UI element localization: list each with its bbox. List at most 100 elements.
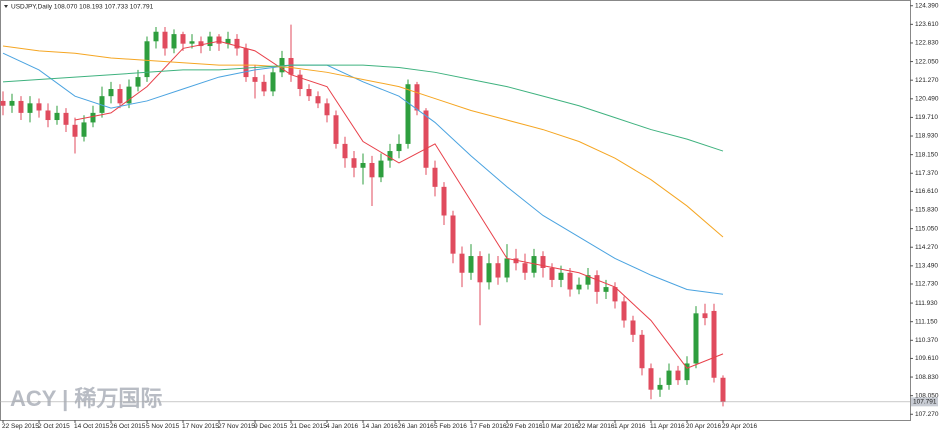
candle-body <box>135 77 141 87</box>
y-tick-label: 119.710 <box>915 114 938 121</box>
candle-body <box>468 256 474 273</box>
y-tick-label: 117.370 <box>915 170 938 177</box>
candle-body <box>198 41 204 47</box>
x-tick-label: 14 Oct 2015 <box>74 423 110 430</box>
candle-body <box>36 103 42 111</box>
candle-body <box>693 313 699 364</box>
candle-body <box>216 36 222 44</box>
candle-body <box>450 215 456 254</box>
y-tick-label: 120.490 <box>915 96 939 103</box>
y-tick-label: 111.930 <box>915 300 938 307</box>
candle-body <box>45 110 51 121</box>
candle-body <box>585 275 591 285</box>
x-tick-label: 4 Jan 2016 <box>326 423 359 430</box>
candle-body <box>333 115 339 144</box>
candle-body <box>675 370 681 381</box>
x-tick-label: 11 Apr 2016 <box>650 423 685 430</box>
candle-body <box>207 36 213 47</box>
candle-body <box>9 100 15 106</box>
candle-body <box>441 186 447 216</box>
candle-body <box>279 57 285 73</box>
candle-body <box>108 89 114 97</box>
candle-body <box>117 89 123 104</box>
x-tick-label: 17 Nov 2015 <box>182 423 219 430</box>
candle-body <box>351 158 357 168</box>
candle-body <box>459 253 465 273</box>
candle-body <box>711 310 717 378</box>
x-tick-label: 1 Apr 2016 <box>614 423 646 430</box>
x-tick-label: 22 Sep 2015 <box>2 423 39 430</box>
candle-body <box>414 84 420 111</box>
candle-body <box>666 370 672 385</box>
candle-body <box>342 143 348 159</box>
candle-body <box>630 320 636 335</box>
candle-body <box>63 112 69 125</box>
y-tick-label: 115.830 <box>915 207 938 214</box>
candle-body <box>99 96 105 113</box>
candle-body <box>657 384 663 390</box>
candle-body <box>369 162 375 178</box>
x-tick-label: 29 Apr 2016 <box>722 423 757 430</box>
y-tick-label: 107.270 <box>915 411 939 418</box>
y-tick-label: 112.730 <box>915 281 938 288</box>
candle-body <box>405 84 411 144</box>
candle-body <box>495 263 501 278</box>
x-tick-label: 27 Nov 2015 <box>218 423 255 430</box>
candle-body <box>234 38 240 49</box>
y-tick-label: 122.830 <box>915 40 939 47</box>
x-tick-label: 21 Dec 2015 <box>290 423 327 430</box>
candle-body <box>504 258 510 278</box>
candle-body <box>243 48 249 78</box>
x-tick-label: 14 Jan 2016 <box>362 423 398 430</box>
y-tick-label: 108.050 <box>915 392 939 399</box>
candle-body <box>612 287 618 302</box>
candle-body <box>513 258 519 264</box>
candle-body <box>72 124 78 137</box>
candle-body <box>225 38 231 44</box>
candle-body <box>549 267 555 280</box>
candle-body <box>270 72 276 92</box>
moving-average-line <box>2 52 724 295</box>
candle-body <box>153 31 159 42</box>
y-tick-label: 123.610 <box>915 21 939 28</box>
y-tick-label: 113.490 <box>915 263 938 270</box>
x-tick-label: 5 Feb 2016 <box>434 423 467 430</box>
candle-body <box>702 313 708 319</box>
candle-body <box>648 368 654 390</box>
y-tick-label: 121.270 <box>915 77 939 84</box>
x-tick-label: 2 Oct 2015 <box>38 423 70 430</box>
moving-average-line <box>74 40 724 369</box>
last-price-label: 107.791 <box>913 399 937 406</box>
x-tick-label: 17 Feb 2016 <box>470 423 507 430</box>
y-tick-label: 114.270 <box>915 244 938 251</box>
candle-body <box>252 77 258 82</box>
menu-arrow <box>4 5 8 8</box>
y-tick-label: 122.050 <box>915 58 939 65</box>
candle-body <box>189 41 195 44</box>
y-tick-label: 109.610 <box>915 355 939 362</box>
y-tick-label: 118.150 <box>915 151 938 158</box>
y-tick-label: 115.050 <box>915 225 938 232</box>
y-tick-label: 116.610 <box>915 188 938 195</box>
candle-body <box>144 41 150 78</box>
y-tick-label: 124.390 <box>915 2 939 9</box>
candle-body <box>360 162 366 168</box>
watermark: ACY | 稀万国际 <box>10 386 162 411</box>
y-tick-label: 108.830 <box>915 374 939 381</box>
candle-body <box>261 81 267 92</box>
candle-body <box>324 103 330 116</box>
y-tick-label: 111.150 <box>915 318 938 325</box>
x-tick-label: 20 Apr 2016 <box>686 423 721 430</box>
candle-body <box>288 57 294 75</box>
candle-body <box>180 34 186 44</box>
candle-body <box>90 112 96 123</box>
x-tick-label: 29 Feb 2016 <box>506 423 543 430</box>
candle-body <box>477 256 483 283</box>
candle-body <box>171 34 177 49</box>
x-tick-label: 22 Mar 2016 <box>578 423 615 430</box>
candle-body <box>54 112 60 121</box>
candle-body <box>378 160 384 178</box>
candle-body <box>558 272 564 280</box>
